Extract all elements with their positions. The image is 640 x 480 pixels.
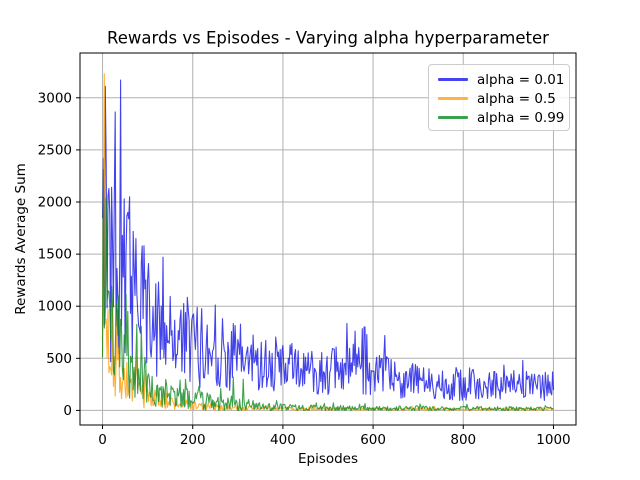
series-line-alpha-0.99 — [101, 169, 554, 411]
x-tick-label: 400 — [270, 432, 296, 448]
x-tick-label: 600 — [360, 432, 386, 448]
legend-label: alpha = 0.01 — [477, 71, 565, 88]
chart-title: Rewards vs Episodes - Varying alpha hype… — [107, 28, 549, 48]
y-tick-label: 1000 — [38, 299, 72, 315]
y-tick-label: 500 — [46, 351, 72, 367]
legend-entry: alpha = 0.5 — [429, 89, 569, 108]
x-tick-label: 800 — [450, 432, 476, 448]
axes-border — [79, 52, 577, 426]
y-axis-label: Rewards Average Sum — [13, 163, 29, 315]
x-tick-label: 0 — [98, 432, 107, 448]
legend-entry: alpha = 0.99 — [429, 108, 569, 127]
legend-line-swatch — [438, 116, 468, 119]
y-tick-label: 2500 — [38, 142, 72, 158]
legend: alpha = 0.01 alpha = 0.5 alpha = 0.99 — [428, 64, 570, 131]
y-tick-label: 1500 — [38, 247, 72, 263]
y-tick-label: 3000 — [38, 90, 72, 106]
series-line-alpha-0.01 — [101, 79, 555, 401]
legend-label: alpha = 0.99 — [477, 109, 565, 126]
x-tick-label: 200 — [180, 432, 206, 448]
x-tick-label: 1000 — [536, 432, 570, 448]
legend-entry: alpha = 0.01 — [429, 70, 569, 89]
legend-line-swatch — [438, 97, 468, 100]
legend-line-swatch — [438, 78, 468, 81]
y-tick-label: 2000 — [38, 195, 72, 211]
legend-label: alpha = 0.5 — [477, 90, 556, 107]
x-axis-label: Episodes — [297, 451, 359, 467]
y-tick-label: 0 — [63, 403, 72, 419]
